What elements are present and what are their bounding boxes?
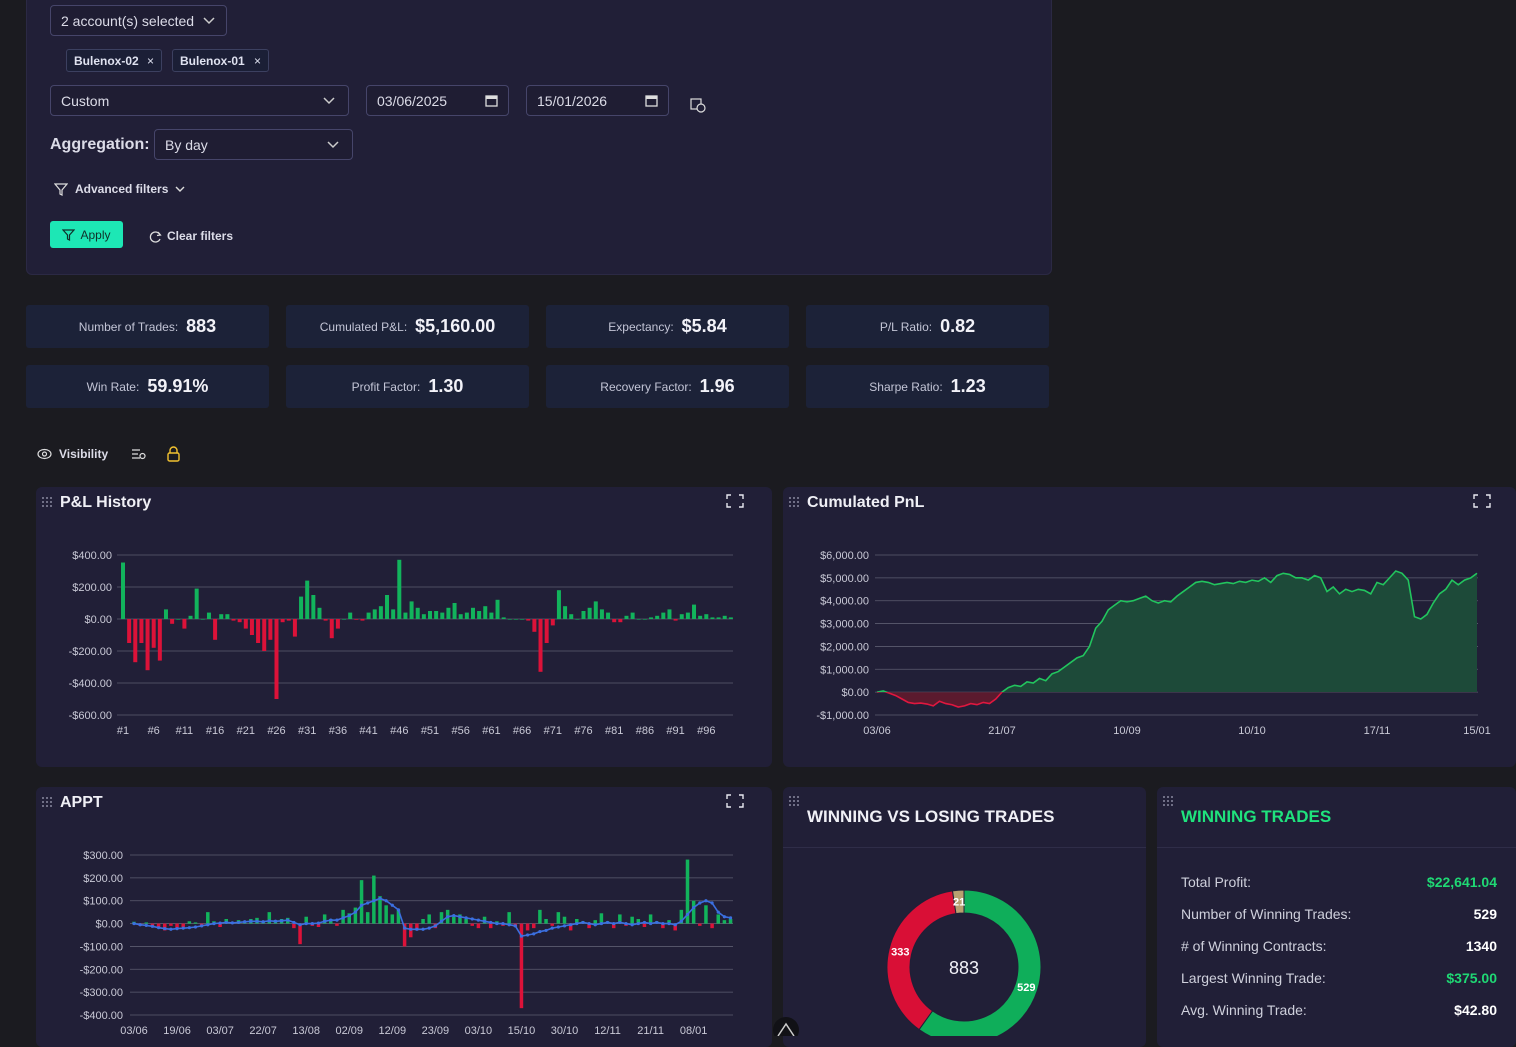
chart-title: Cumulated PnL — [807, 494, 925, 511]
aggregation-select[interactable]: By day — [154, 129, 353, 160]
appt-panel — [36, 787, 772, 1047]
end-date[interactable]: 15/01/2026 — [526, 85, 669, 116]
stat-card: Win Rate: 59.91% — [26, 365, 269, 408]
stat-row: Total Profit: $22,641.04 — [1181, 874, 1497, 890]
period-select[interactable]: Custom — [50, 85, 349, 116]
clear-filters[interactable]: Clear filters — [149, 229, 233, 243]
stat-value: 0.82 — [940, 316, 976, 336]
account-select-text: 2 account(s) selected — [61, 12, 195, 29]
visibility-text: Visibility — [59, 447, 109, 461]
divider — [1157, 847, 1516, 848]
apply-button[interactable]: Apply — [50, 221, 123, 248]
stat-row: Avg. Winning Trade: $42.80 — [1181, 1002, 1497, 1018]
filter-icon — [54, 183, 68, 196]
stat-card: Recovery Factor: 1.96 — [546, 365, 789, 408]
stat-card: Number of Trades: 883 — [26, 305, 269, 348]
chip-remove[interactable]: × — [146, 53, 154, 68]
visibility-toggle[interactable]: Visibility — [37, 447, 108, 461]
panel-title: WINNING TRADES — [1181, 807, 1332, 826]
winning-trades-panel — [1157, 787, 1516, 1047]
advanced-filters-text: Advanced filters — [75, 182, 169, 196]
stat-card: Sharpe Ratio: 1.23 — [806, 365, 1049, 408]
chart-title: APPT — [60, 794, 103, 811]
stat-value: 1.96 — [699, 376, 735, 396]
stat-label: Win Rate: — [86, 379, 140, 394]
chevron — [175, 186, 185, 192]
stat-value: 59.91% — [147, 376, 209, 396]
stat-label: Number of Trades: — [78, 319, 179, 334]
chevron — [203, 17, 215, 25]
row-value: $22,641.04 — [1426, 874, 1497, 890]
chip-text: Bulenox-02 — [74, 53, 139, 68]
chip-text: Bulenox-01 — [180, 53, 245, 68]
stat-card: Cumulated P&L: $5,160.00 — [286, 305, 529, 348]
row-value: $375.00 — [1446, 970, 1497, 986]
account-chip[interactable]: Bulenox-01 × — [172, 49, 269, 72]
date-reset-icon[interactable] — [690, 97, 706, 113]
filter-icon — [62, 229, 76, 241]
stat-value: 883 — [186, 316, 217, 336]
stat-row: Largest Winning Trade: $375.00 — [1181, 970, 1497, 986]
stat-card: Profit Factor: 1.30 — [286, 365, 529, 408]
stat-card: P/L Ratio: 0.82 — [806, 305, 1049, 348]
stat-label: Expectancy: — [608, 319, 674, 334]
end-date-text: 15/01/2026 — [537, 92, 608, 109]
period-text: Custom — [61, 92, 110, 109]
chevron — [323, 97, 335, 105]
stat-label: Profit Factor: — [351, 379, 421, 394]
account-chip[interactable]: Bulenox-02 × — [66, 49, 162, 72]
advanced-filters[interactable]: Advanced filters — [54, 182, 185, 196]
stat-value: $5,160.00 — [415, 316, 496, 336]
stat-label: Recovery Factor: — [600, 379, 692, 394]
stat-value: $5.84 — [681, 316, 727, 336]
aggregation-text: By day — [165, 136, 208, 153]
eye-icon — [37, 448, 52, 460]
stat-value: 1.30 — [428, 376, 464, 396]
chip-remove[interactable]: × — [253, 53, 261, 68]
cumulated-pnl-panel — [783, 487, 1516, 767]
row-value: 1340 — [1465, 938, 1497, 954]
calendar-icon — [485, 95, 498, 107]
refresh-icon — [149, 230, 162, 243]
row-label: # of Winning Contracts: — [1181, 938, 1327, 954]
chart-title: P&L History — [60, 494, 152, 511]
row-label: Number of Winning Trades: — [1181, 906, 1352, 922]
layout-icon[interactable] — [131, 448, 146, 461]
stat-row: Number of Winning Trades: 529 — [1181, 906, 1497, 922]
row-label: Avg. Winning Trade: — [1181, 1002, 1307, 1018]
divider — [783, 847, 1146, 848]
chart-title: WINNING VS LOSING TRADES — [807, 807, 1055, 826]
start-date[interactable]: 03/06/2025 — [366, 85, 509, 116]
apply-text: Apply — [80, 227, 111, 242]
start-date-text: 03/06/2025 — [377, 92, 448, 109]
stat-row: # of Winning Contracts: 1340 — [1181, 938, 1497, 954]
lock-icon[interactable] — [166, 446, 181, 462]
clear-filters-text: Clear filters — [167, 229, 234, 243]
stat-card: Expectancy: $5.84 — [546, 305, 789, 348]
calendar-icon — [645, 95, 658, 107]
stat-value: 1.23 — [950, 376, 986, 396]
row-label: Largest Winning Trade: — [1181, 970, 1326, 986]
stat-label: P/L Ratio: — [879, 319, 933, 334]
row-value: 529 — [1473, 906, 1497, 922]
pnl-history-panel — [36, 487, 772, 767]
account-select[interactable]: 2 account(s) selected — [50, 5, 227, 36]
row-value: $42.80 — [1454, 1002, 1497, 1018]
stat-label: Sharpe Ratio: — [869, 379, 943, 394]
row-label: Total Profit: — [1181, 874, 1252, 890]
stat-label: Cumulated P&L: — [319, 319, 408, 334]
aggregation-label: Aggregation: — [50, 136, 150, 153]
chevron — [327, 141, 339, 149]
